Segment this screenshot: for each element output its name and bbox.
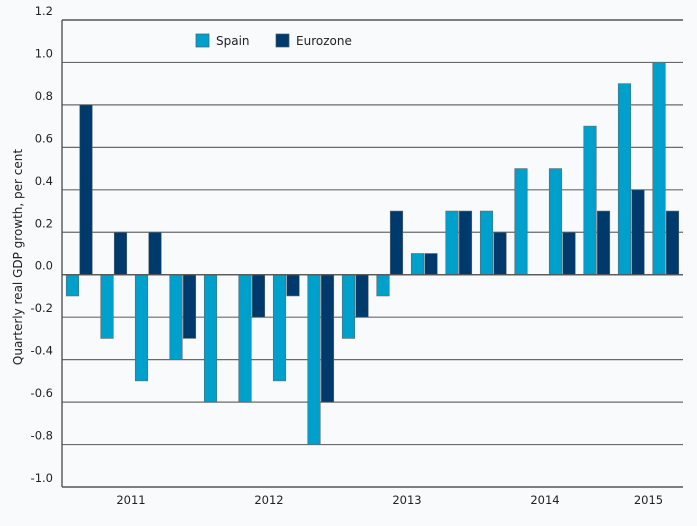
bar-eurozone-2014q4 xyxy=(596,210,611,276)
legend-label-eurozone: Eurozone xyxy=(296,34,352,48)
x-tick-label: 2012 xyxy=(254,493,283,507)
bar-spain-2014q1 xyxy=(479,210,494,276)
bar-spain-2011q2 xyxy=(100,274,114,339)
y-tick-labels: 1.2 1.0 0.8 0.6 0.4 0.2 0.0 -0.2 -0.4 -0.6 -0.8 -1.… xyxy=(31,4,53,485)
bar-eurozone-2013q1 xyxy=(355,274,369,318)
y-tick-label: 1.2 xyxy=(35,4,53,18)
bar-spain-2012q4 xyxy=(307,274,321,445)
bar-eurozone-2011q1 xyxy=(79,104,93,276)
bar-spain-2013q1 xyxy=(341,274,356,339)
y-tick-label: -0.8 xyxy=(31,429,53,443)
bar-spain-2011q4 xyxy=(169,274,183,360)
legend-swatch-eurozone xyxy=(275,33,290,48)
y-tick-label: -0.2 xyxy=(31,301,53,315)
bar-spain-2011q1 xyxy=(65,274,80,297)
legend-label-spain: Spain xyxy=(216,34,250,48)
bar-spain-2015q1 xyxy=(617,83,632,276)
y-tick-label: 0.0 xyxy=(35,259,53,273)
bar-spain-2012q2 xyxy=(238,274,252,403)
y-tick-label: -0.4 xyxy=(31,344,53,358)
x-tick-label: 2011 xyxy=(116,493,145,507)
y-tick-label: 0.8 xyxy=(35,89,53,103)
bar-eurozone-2013q3 xyxy=(424,253,438,276)
bar-spain-2014q4 xyxy=(583,125,597,276)
bar-eurozone-2012q2 xyxy=(251,274,266,318)
bar-spain-2014q3 xyxy=(548,168,563,276)
y-tick-label: 0.2 xyxy=(35,216,53,230)
bar-spain-2011q3 xyxy=(134,274,149,382)
x-tick-label: 2015 xyxy=(634,493,663,507)
bar-eurozone-2012q3 xyxy=(286,274,300,297)
bar-eurozone-2013q4 xyxy=(458,210,473,276)
y-tick-label: 0.4 xyxy=(35,174,53,188)
bar-eurozone-2011q3 xyxy=(148,231,162,276)
y-tick-label: -0.6 xyxy=(31,386,53,400)
legend-swatch-spain xyxy=(195,33,210,48)
bar-spain-2015q2 xyxy=(652,62,666,276)
bar-spain-2012q3 xyxy=(272,274,287,382)
x-tick-label: 2014 xyxy=(530,493,559,507)
y-tick-label: 0.6 xyxy=(35,131,53,145)
bar-eurozone-2013q2 xyxy=(389,210,404,276)
bar-eurozone-2014q1 xyxy=(493,231,507,276)
axes xyxy=(61,19,683,488)
bar-spain-2014q2 xyxy=(514,168,528,276)
bar-spain-2013q4 xyxy=(445,210,459,276)
bars xyxy=(65,62,680,445)
bar-eurozone-2011q4 xyxy=(182,274,197,339)
x-tick-labels: 2011 2012 2013 2014 2015 xyxy=(116,493,663,507)
y-tick-label: -1.0 xyxy=(31,471,53,485)
bar-spain-2012q1 xyxy=(203,274,218,403)
bar-eurozone-2015q1 xyxy=(631,189,645,276)
legend: Spain Eurozone xyxy=(195,33,352,48)
bar-eurozone-2014q3 xyxy=(562,231,576,276)
x-tick-label: 2013 xyxy=(392,493,421,507)
bar-spain-2013q3 xyxy=(410,253,425,276)
bar-eurozone-2012q4 xyxy=(320,274,335,403)
y-axis-title: Quarterly real GDP growth, per cent xyxy=(11,149,25,365)
bar-eurozone-2011q2 xyxy=(113,231,128,276)
bar-spain-2013q2 xyxy=(376,274,390,297)
y-tick-label: 1.0 xyxy=(35,46,53,60)
bar-eurozone-2015q2 xyxy=(665,210,680,276)
